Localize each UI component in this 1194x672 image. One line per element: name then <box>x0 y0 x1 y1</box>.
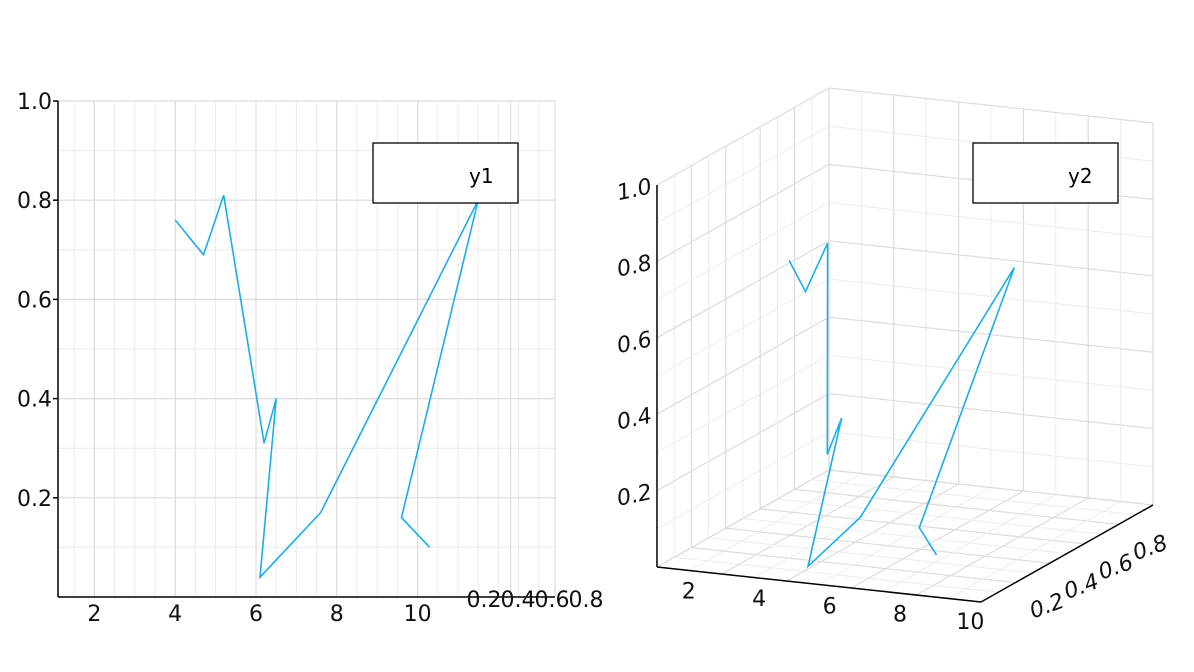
floor-grid-line <box>760 508 1085 545</box>
x-tick-label: 10 <box>404 602 432 627</box>
z-tick-label: 0.2 <box>615 480 654 512</box>
y-tick-label: 1.0 <box>17 90 52 115</box>
back-wall-grid-line <box>828 202 1154 239</box>
plot-3d-x-axis <box>656 566 982 603</box>
y-tick-label: 0.8 <box>17 189 52 214</box>
x-tick-label: 10 <box>956 610 984 635</box>
y-tick-label: 0.6 <box>1095 550 1136 585</box>
floor-grid-line <box>794 488 1119 525</box>
legend-entry-y2: y2 <box>1068 164 1093 188</box>
z-tick-label: 1.0 <box>615 174 654 206</box>
plot-2d-ticks: 2 4 6 8 100.20.40.60.81.00.2 0.4 0.6 0.8 <box>17 90 604 627</box>
floor-grid-line <box>777 498 1102 535</box>
back-wall-grid-line <box>828 240 1154 277</box>
legend-box <box>372 142 519 204</box>
plot-2d: 2 4 6 8 100.20.40.60.81.00.2 0.4 0.6 0.8 y1 <box>17 90 604 627</box>
x-tick-label: 2 <box>87 602 101 627</box>
extra-x-tick-label: 0.2 <box>467 588 502 613</box>
plot-3d: 2 4 6 8 10 0.20.40.60.80.20.40.60.81.0 y2 <box>615 87 1171 635</box>
floor-grid-line <box>811 479 1136 516</box>
side-wall-grid-line <box>656 202 830 301</box>
series-line-y1 <box>174 194 479 580</box>
z-tick-label: 0.8 <box>615 251 654 283</box>
x-tick-label: 6 <box>823 595 837 620</box>
plot-2d-legend: y1 <box>372 142 519 204</box>
floor-grid-line <box>742 518 1068 554</box>
x-tick-label: 4 <box>752 587 766 612</box>
back-wall-grid-line <box>828 87 1154 124</box>
x-tick-label: 8 <box>893 602 907 627</box>
side-wall-grid-line <box>656 240 830 339</box>
y-tick-label: 0.2 <box>17 487 52 512</box>
y-tick-label: 0.4 <box>17 388 52 413</box>
floor-grid-line <box>948 501 1121 599</box>
floor-grid-line <box>851 490 1024 589</box>
floor-grid-line <box>828 469 1154 506</box>
side-wall-grid-line <box>656 125 830 224</box>
side-wall-grid-line <box>656 278 830 377</box>
y-tick-label: 0.2 <box>1026 589 1067 624</box>
plot-2d-grid <box>58 100 556 597</box>
y-tick-label: 0.4 <box>1061 569 1102 604</box>
y-tick-label: 0.6 <box>17 288 52 313</box>
series-line-y2 <box>788 242 1016 569</box>
y-tick-label: 0.8 <box>1130 531 1171 566</box>
legend-entry-y1: y1 <box>469 164 494 188</box>
back-wall-grid-line <box>828 278 1154 315</box>
plot-2d-series <box>174 194 479 580</box>
x-tick-label: 6 <box>249 602 263 627</box>
plot-3d-series <box>788 242 1016 569</box>
plot-3d-y-axis <box>980 504 1154 603</box>
floor-grid-line <box>915 497 1089 596</box>
side-wall-grid-line <box>656 87 830 186</box>
floor-grid-line <box>883 494 1057 592</box>
side-wall-grid-line <box>656 163 830 262</box>
extra-x-tick-label: 0.4 <box>501 588 536 613</box>
legend-box <box>972 142 1119 204</box>
x-tick-label: 4 <box>168 602 182 627</box>
z-tick-label: 0.4 <box>615 404 654 436</box>
x-tick-label: 8 <box>330 602 344 627</box>
extra-x-tick-label: 0.6 <box>535 588 570 613</box>
z-tick-label: 0.6 <box>615 327 654 359</box>
plot-3d-legend: y2 <box>972 142 1119 204</box>
extra-x-tick-label: 0.8 <box>569 588 604 613</box>
x-tick-label: 2 <box>682 579 696 604</box>
